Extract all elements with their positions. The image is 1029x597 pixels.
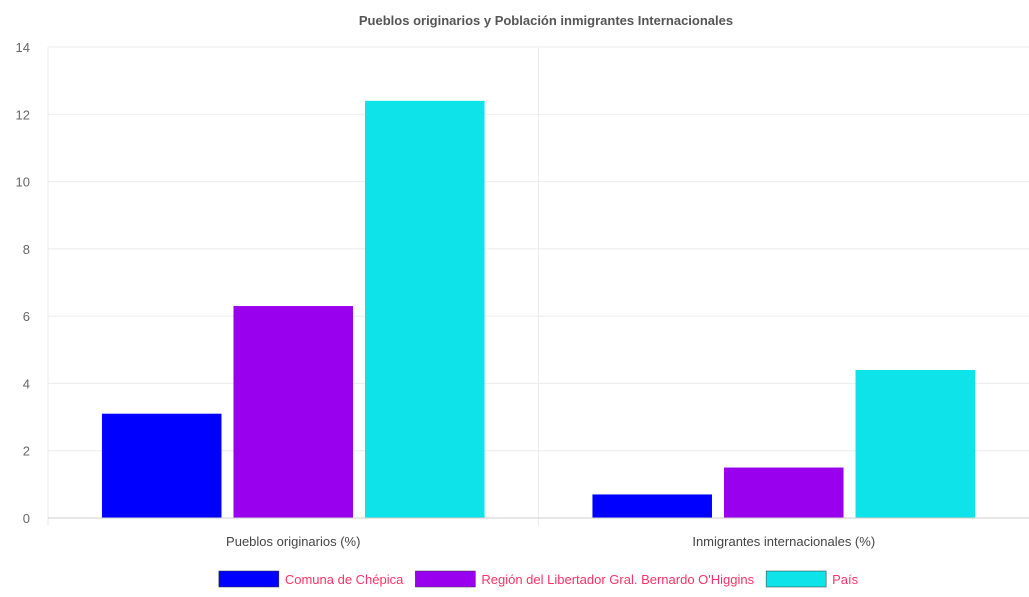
legend: Comuna de Chépica Región del Libertador G… <box>218 570 859 588</box>
y-tick-label: 2 <box>23 444 30 459</box>
bar[interactable] <box>592 494 712 518</box>
y-tick-label: 6 <box>23 309 30 324</box>
legend-swatch[interactable] <box>218 570 280 588</box>
legend-swatch[interactable] <box>415 570 476 588</box>
legend-label[interactable]: Región del Libertador Gral. Bernardo O'H… <box>481 572 754 587</box>
bar[interactable] <box>233 306 354 518</box>
bars <box>101 100 976 518</box>
y-tick-label: 14 <box>16 40 30 55</box>
y-tick-label: 4 <box>23 376 30 391</box>
y-tick-label: 10 <box>16 175 30 190</box>
y-tick-label: 8 <box>23 242 30 257</box>
x-tick-label: Pueblos originarios (%) <box>226 534 360 549</box>
x-tick-label: Inmigrantes internacionales (%) <box>692 534 875 549</box>
legend-label[interactable]: País <box>832 572 859 587</box>
chart-title: Pueblos originarios y Población inmigran… <box>359 13 733 28</box>
legend-label[interactable]: Comuna de Chépica <box>285 572 404 587</box>
bar[interactable] <box>365 100 485 518</box>
axes: 0 2 4 6 8 10 12 14 Pueblos originarios (%) Inmigr… <box>16 40 1029 549</box>
y-tick-label: 0 <box>23 511 30 526</box>
bar[interactable] <box>101 413 222 518</box>
bar[interactable] <box>855 369 976 518</box>
y-tick-label: 12 <box>16 107 30 122</box>
bar[interactable] <box>723 467 844 518</box>
legend-swatch[interactable] <box>765 570 827 588</box>
